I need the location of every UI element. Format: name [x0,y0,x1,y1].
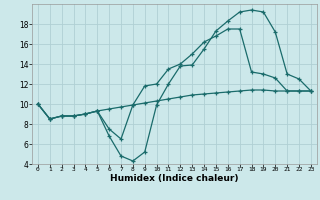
X-axis label: Humidex (Indice chaleur): Humidex (Indice chaleur) [110,174,239,183]
